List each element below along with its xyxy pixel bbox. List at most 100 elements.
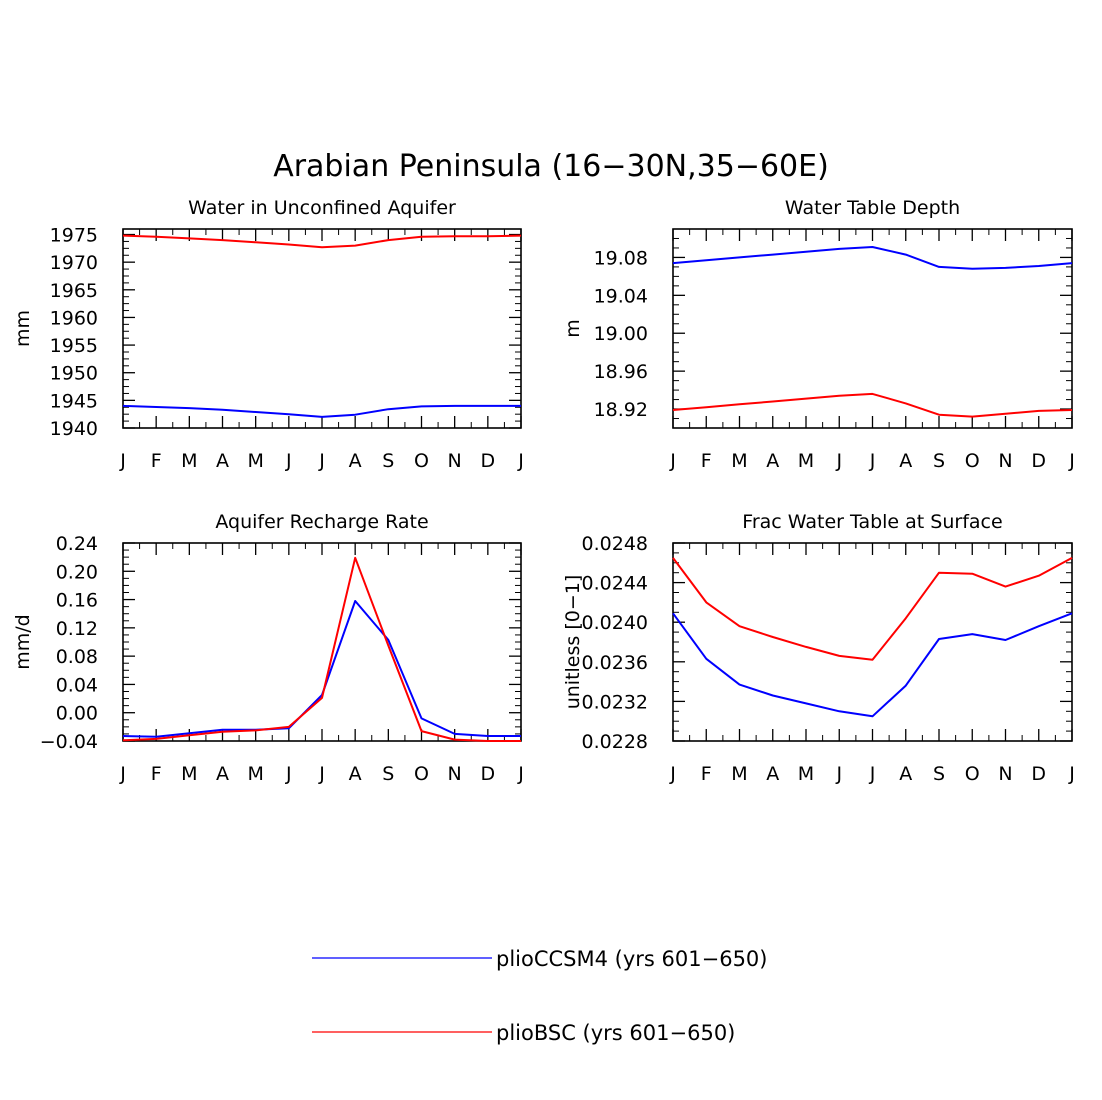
x-tick-label: J — [318, 450, 325, 472]
series-line-plioccsm4-yrs-601-650 — [122, 404, 521, 418]
series-line-pliobsc-yrs-601-650 — [122, 556, 521, 742]
x-tick-label: J — [669, 450, 676, 472]
x-tick-label: D — [1031, 450, 1046, 472]
panel-title: Water Table Depth — [785, 197, 960, 219]
panel-water-in-unconfined-aquifer: J F M A M J J A S O N D J194019451950195519601965197… — [12, 197, 524, 472]
legend-label-pliobsc: plioBSC (yrs 601−650) — [496, 1021, 735, 1045]
legend-label-pliocc-sm4: plioCCSM4 (yrs 601−650) — [496, 947, 767, 971]
y-tick-label: 0.08 — [56, 646, 98, 668]
x-tick-label: A — [766, 450, 779, 472]
x-tick-label: F — [701, 763, 712, 785]
panel-title: Aquifer Recharge Rate — [215, 511, 428, 533]
panel-frac-water-table-at-surface: J F M A M J J A S O N D J0.02280.02320.02360.02400.0… — [562, 511, 1075, 785]
y-tick-label: 0.16 — [56, 590, 98, 612]
x-tick-label: M — [247, 763, 263, 785]
x-tick-label: M — [731, 763, 747, 785]
x-tick-label: F — [151, 763, 162, 785]
y-tick-label: −0.04 — [40, 731, 98, 753]
y-tick-label: 0.12 — [56, 618, 98, 640]
x-tick-label: M — [247, 450, 263, 472]
plot-frame — [672, 542, 1073, 742]
y-tick-label: 0.20 — [56, 561, 98, 583]
y-tick-label: 19.08 — [594, 247, 648, 269]
x-tick-label: M — [181, 763, 197, 785]
panel-aquifer-recharge-rate: J F M A M J J A S O N D J−0.040.000.040.080.120.160.… — [12, 511, 524, 785]
y-tick-label: 0.24 — [56, 533, 98, 555]
x-tick-label: S — [382, 450, 394, 472]
panel-title: Water in Unconfined Aquifer — [188, 197, 456, 219]
y-axis-label: unitless [0−1] — [562, 575, 584, 710]
x-tick-label: J — [869, 450, 876, 472]
y-tick-label: 0.0232 — [582, 691, 648, 713]
x-tick-label: J — [285, 763, 292, 785]
y-tick-label: 1945 — [50, 390, 98, 412]
x-tick-label: A — [216, 450, 229, 472]
y-axis-label: m — [562, 319, 584, 338]
y-tick-label: 0.0228 — [582, 731, 648, 753]
series-line-plioccsm4-yrs-601-650 — [122, 600, 521, 738]
x-tick-label: D — [481, 450, 496, 472]
x-tick-label: N — [448, 450, 462, 472]
y-tick-label: 1965 — [50, 280, 98, 302]
x-tick-label: J — [1068, 763, 1075, 785]
x-tick-label: J — [318, 763, 325, 785]
x-tick-label: O — [965, 450, 980, 472]
x-tick-label: M — [798, 450, 814, 472]
x-tick-label: F — [701, 450, 712, 472]
panel-title: Frac Water Table at Surface — [742, 511, 1002, 533]
x-tick-label: J — [835, 763, 842, 785]
y-axis-label: mm/d — [12, 614, 34, 669]
x-tick-label: J — [285, 450, 292, 472]
y-tick-label: 0.00 — [56, 703, 98, 725]
y-tick-label: 18.96 — [594, 361, 648, 383]
x-tick-label: O — [965, 763, 980, 785]
x-tick-label: J — [119, 763, 126, 785]
series-line-pliobsc-yrs-601-650 — [672, 557, 1073, 661]
x-tick-label: D — [481, 763, 496, 785]
x-tick-label: A — [899, 450, 912, 472]
x-tick-label: O — [414, 763, 429, 785]
x-tick-label: A — [899, 763, 912, 785]
x-tick-label: M — [798, 763, 814, 785]
y-tick-label: 0.0240 — [582, 612, 648, 634]
x-tick-label: J — [835, 450, 842, 472]
series-line-pliobsc-yrs-601-650 — [122, 234, 522, 249]
y-tick-label: 19.00 — [594, 323, 648, 345]
x-tick-label: A — [349, 763, 362, 785]
y-tick-label: 0.04 — [56, 674, 98, 696]
x-tick-label: J — [669, 763, 676, 785]
panel-water-table-depth: J F M A M J J A S O N D J18.9218.9619.0019.0419.08Wa… — [562, 197, 1075, 472]
plot-frame — [122, 228, 522, 429]
y-tick-label: 18.92 — [594, 399, 648, 421]
y-axis-label: mm — [12, 310, 34, 347]
x-tick-label: S — [933, 763, 945, 785]
legend: plioCCSM4 (yrs 601−650) plioBSC (yrs 601… — [312, 947, 767, 1045]
y-tick-label: 1970 — [50, 252, 98, 274]
y-tick-label: 0.0244 — [582, 573, 648, 595]
y-tick-label: 0.0248 — [582, 533, 648, 555]
series-line-plioccsm4-yrs-601-650 — [672, 612, 1073, 718]
y-tick-label: 1975 — [50, 225, 98, 247]
figure-title: Arabian Peninsula (16−30N,35−60E) — [273, 149, 829, 184]
x-tick-label: J — [119, 450, 126, 472]
x-tick-label: S — [933, 450, 945, 472]
x-tick-label: F — [151, 450, 162, 472]
series-line-pliobsc-yrs-601-650 — [672, 392, 1073, 418]
x-tick-label: M — [731, 450, 747, 472]
y-tick-label: 1950 — [50, 363, 98, 385]
x-tick-label: J — [517, 450, 524, 472]
x-tick-label: M — [181, 450, 197, 472]
x-tick-label: J — [1068, 450, 1075, 472]
x-tick-label: A — [216, 763, 229, 785]
y-tick-label: 1955 — [50, 335, 98, 357]
x-tick-label: J — [517, 763, 524, 785]
x-tick-label: N — [448, 763, 462, 785]
x-tick-label: N — [998, 763, 1012, 785]
y-tick-label: 1960 — [50, 307, 98, 329]
x-tick-label: J — [869, 763, 876, 785]
x-tick-label: A — [349, 450, 362, 472]
series-line-plioccsm4-yrs-601-650 — [672, 246, 1073, 270]
x-tick-label: D — [1031, 763, 1046, 785]
y-tick-label: 0.0236 — [582, 652, 648, 674]
